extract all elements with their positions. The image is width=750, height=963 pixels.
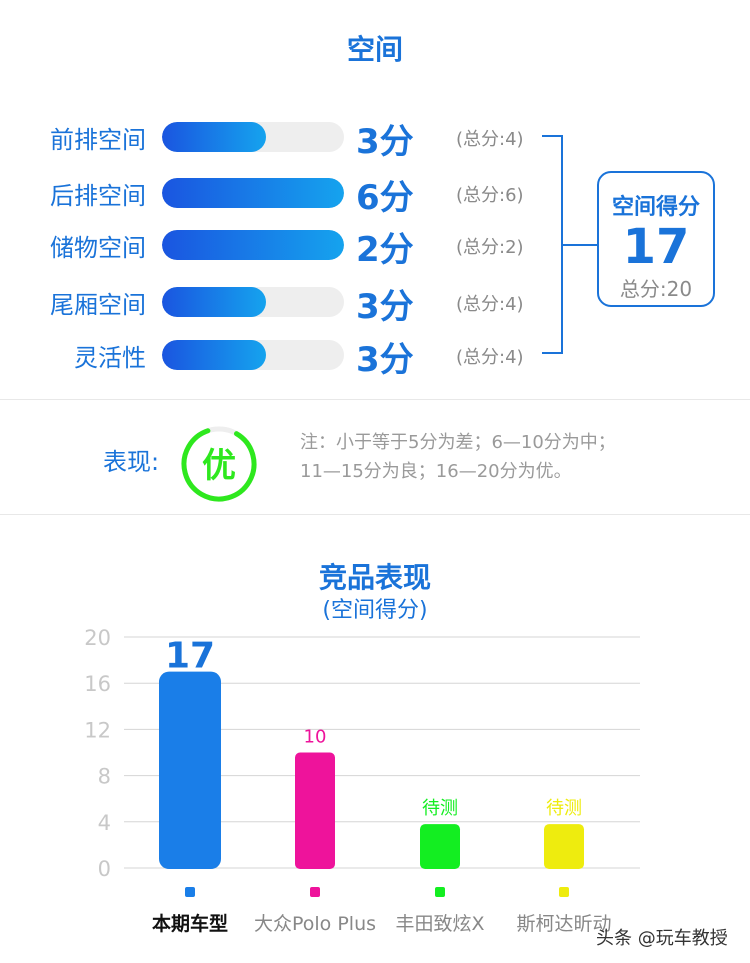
score-track	[162, 178, 344, 208]
bar	[544, 824, 584, 869]
score-fill	[162, 122, 266, 152]
divider-bottom	[0, 514, 750, 515]
grade-text: 优	[202, 446, 236, 486]
space-score-title: 空间得分	[611, 195, 700, 220]
bar	[159, 671, 221, 869]
grading-note-line: 注：小于等于5分为差；6—10分为中；	[300, 432, 616, 453]
row-total: (总分:4)	[456, 294, 524, 315]
row-score: 3分	[356, 122, 414, 162]
watermark: 头条 @玩车教授	[596, 928, 728, 949]
y-tick-label: 20	[84, 626, 111, 650]
space-title: 空间	[346, 33, 403, 66]
score-row-trunk: 尾厢空间 3分 (总分:4)	[0, 281, 540, 327]
y-tick-label: 4	[98, 811, 111, 835]
score-row-front: 前排空间 3分 (总分:4)	[0, 116, 540, 162]
row-total: (总分:6)	[456, 185, 524, 206]
space-score-total: 总分:20	[619, 277, 693, 301]
grading-note: 注：小于等于5分为差；6—10分为中； 11—15分为良；16—20分为优。	[300, 428, 616, 486]
legend-swatch	[435, 887, 445, 897]
bar-data-label: 待测	[422, 798, 458, 819]
score-fill	[162, 230, 344, 260]
performance-label: 表现:	[103, 448, 160, 476]
legend-swatch	[559, 887, 569, 897]
row-label: 尾厢空间	[50, 291, 146, 319]
row-score: 3分	[356, 340, 414, 380]
chart-title: 竞品表现	[318, 561, 431, 594]
bar-data-label: 17	[165, 636, 215, 677]
row-total: (总分:2)	[456, 237, 524, 258]
category-label: 本期车型	[152, 912, 228, 935]
legend-swatch	[310, 887, 320, 897]
bar	[420, 824, 460, 869]
space-score-value: 17	[622, 219, 690, 275]
row-label: 储物空间	[50, 234, 146, 262]
bar	[295, 752, 335, 869]
legend-swatch	[185, 887, 195, 897]
row-score: 2分	[356, 230, 414, 270]
chart-subtitle: (空间得分)	[322, 598, 428, 623]
category-label: 丰田致炫X	[395, 913, 484, 935]
row-score: 6分	[356, 178, 414, 218]
row-total: (总分:4)	[456, 129, 524, 150]
score-row-rear: 后排空间 6分 (总分:6)	[0, 172, 540, 218]
row-total: (总分:4)	[456, 347, 524, 368]
category-label: 斯柯达昕动	[516, 913, 611, 935]
row-label: 后排空间	[50, 182, 146, 210]
y-tick-label: 16	[84, 672, 111, 696]
bar-data-label: 10	[304, 727, 327, 748]
score-track	[162, 340, 344, 370]
divider-top	[0, 399, 750, 400]
score-row-flexibility: 灵活性 3分 (总分:4)	[0, 334, 540, 380]
grade-ring: 优	[181, 426, 257, 502]
row-label: 前排空间	[50, 126, 146, 154]
score-fill	[162, 287, 266, 317]
y-tick-label: 0	[98, 857, 111, 881]
score-fill	[162, 340, 266, 370]
row-score: 3分	[356, 287, 414, 327]
row-label: 灵活性	[74, 344, 146, 372]
score-track	[162, 230, 344, 260]
summary-bracket	[542, 135, 598, 354]
bar-data-label: 待测	[546, 798, 582, 819]
y-tick-label: 12	[84, 718, 111, 742]
score-row-storage: 储物空间 2分 (总分:2)	[0, 224, 540, 270]
score-track	[162, 122, 344, 152]
category-label: 大众Polo Plus	[254, 913, 376, 935]
space-score-box: 空间得分 17 总分:20	[597, 171, 715, 307]
y-tick-label: 8	[98, 765, 111, 789]
grading-note-line: 11—15分为良；16—20分为优。	[300, 461, 572, 482]
score-fill	[162, 178, 344, 208]
score-track	[162, 287, 344, 317]
